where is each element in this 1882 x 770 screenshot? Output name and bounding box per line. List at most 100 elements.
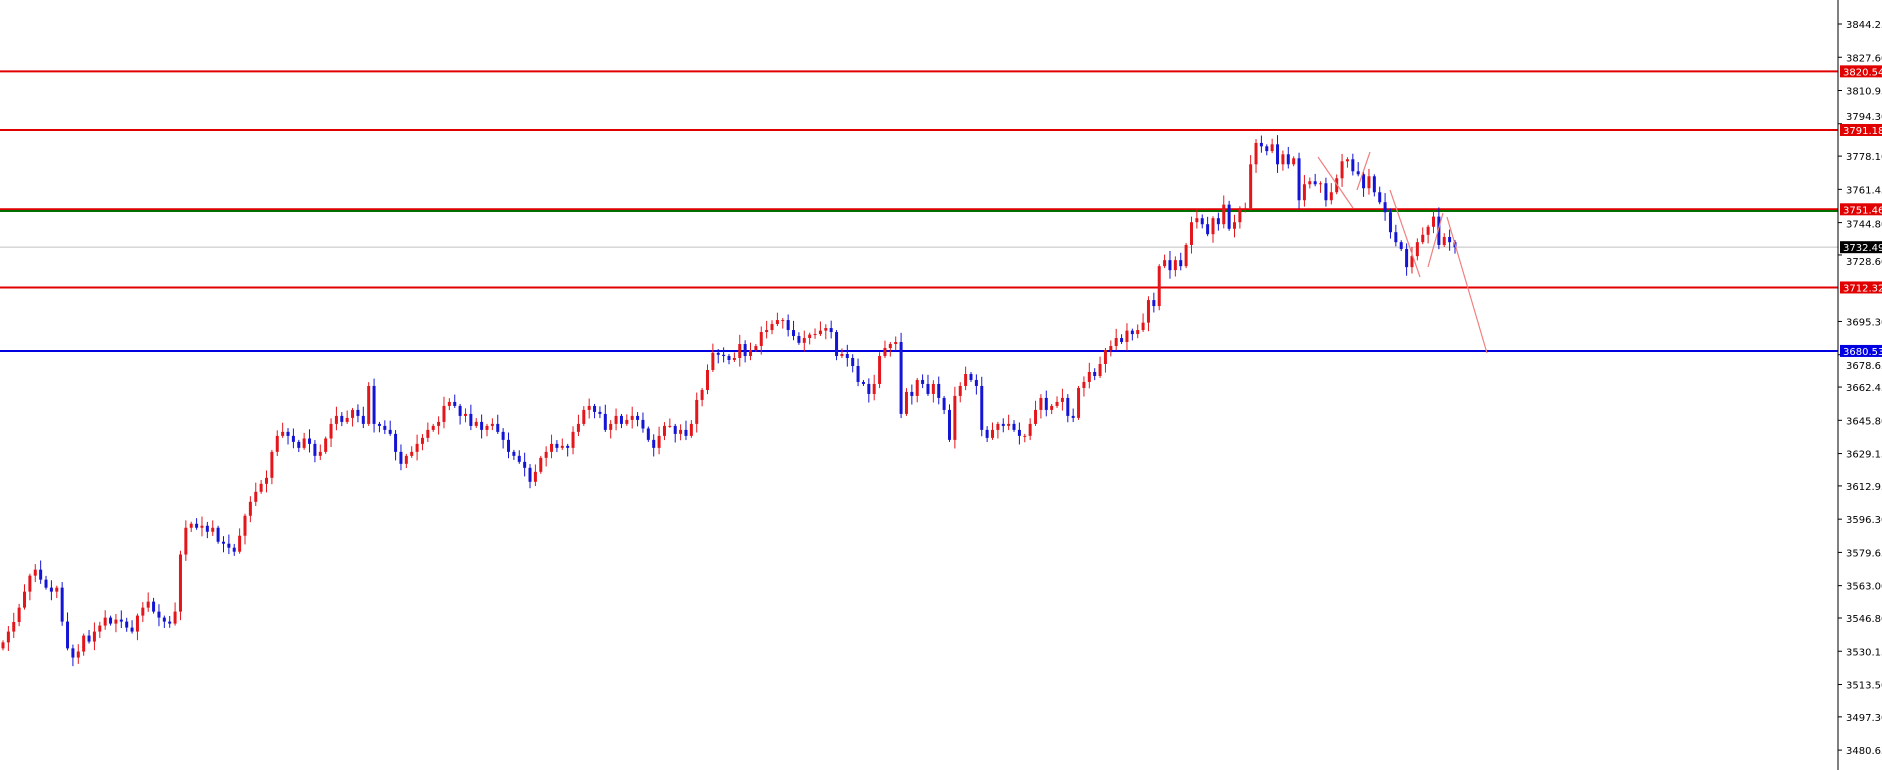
candle	[926, 374, 930, 396]
candle	[1394, 224, 1398, 247]
candle	[221, 536, 225, 553]
candle	[1292, 156, 1296, 167]
candle-body	[259, 483, 263, 492]
candle	[921, 374, 925, 389]
candle-body	[49, 587, 53, 592]
candle	[6, 625, 10, 651]
candle-body	[625, 419, 629, 424]
trend-line[interactable]	[1427, 212, 1444, 268]
candle-body	[340, 415, 344, 422]
tick-label: 3497.30	[1846, 713, 1882, 724]
candle-body	[1082, 381, 1086, 388]
candle-body	[1157, 266, 1161, 307]
candle-body	[1329, 192, 1333, 201]
candle-body	[453, 401, 457, 406]
candle	[1362, 170, 1366, 197]
candle	[679, 424, 683, 441]
candle-body	[544, 451, 548, 458]
trend-line[interactable]	[1356, 151, 1371, 191]
candle-body	[964, 373, 968, 386]
candle-body	[1351, 159, 1355, 172]
candle-body	[991, 429, 995, 438]
candle	[173, 602, 177, 626]
candle	[1012, 420, 1016, 432]
candle-body	[673, 425, 677, 434]
candle	[523, 452, 527, 477]
candle-body	[447, 401, 451, 406]
candle	[673, 423, 677, 443]
candle-body	[1345, 159, 1349, 162]
candle-body	[775, 320, 779, 325]
candle	[1238, 206, 1242, 229]
candle-body	[12, 622, 16, 632]
candle-body	[512, 451, 516, 456]
candle-body	[1146, 300, 1150, 323]
candle-body	[60, 587, 64, 622]
candle	[281, 422, 285, 438]
candle	[571, 426, 575, 455]
candle-body	[1410, 256, 1414, 268]
candle-body	[1415, 242, 1419, 257]
tick-label: 3844.25	[1846, 20, 1882, 31]
candle-body	[109, 617, 113, 624]
candle	[1345, 157, 1349, 168]
candle-body	[1367, 176, 1371, 189]
candle	[178, 550, 182, 621]
candle-body	[152, 601, 156, 612]
candle	[759, 326, 763, 355]
candle	[539, 455, 543, 474]
trend-line[interactable]	[1389, 189, 1421, 278]
candle-body	[781, 320, 785, 322]
candle	[625, 414, 629, 426]
candle	[1421, 227, 1425, 245]
candle	[953, 386, 957, 449]
tick-label: 3530.15	[1846, 647, 1882, 658]
candle-body	[205, 525, 209, 532]
candle-body	[765, 330, 769, 333]
candle-body	[1125, 330, 1129, 343]
candle-body	[141, 607, 145, 616]
candle	[996, 421, 1000, 439]
candle	[1130, 328, 1134, 341]
candle	[904, 388, 908, 416]
candle	[851, 354, 855, 373]
candle	[808, 332, 812, 345]
candle-body	[792, 330, 796, 337]
candle-body	[797, 336, 801, 343]
candle	[1302, 175, 1306, 207]
candle	[786, 314, 790, 337]
candle	[765, 320, 769, 339]
trend-line[interactable]	[1446, 216, 1488, 354]
candle	[614, 408, 618, 431]
candle	[872, 374, 876, 401]
candle	[415, 434, 419, 461]
candle	[404, 453, 408, 469]
candle-body	[770, 324, 774, 331]
candle	[356, 404, 360, 423]
candle	[291, 428, 295, 449]
candle-body	[1120, 338, 1124, 343]
candle	[195, 518, 199, 530]
candle-body	[1319, 183, 1323, 185]
candle-body	[119, 619, 123, 622]
candle	[297, 439, 301, 453]
trend-line[interactable]	[1317, 156, 1354, 209]
candle	[947, 404, 951, 442]
candle-body	[87, 635, 91, 642]
candle-body	[974, 379, 978, 386]
candle	[888, 342, 892, 357]
candle	[340, 412, 344, 427]
candle-body	[904, 391, 908, 414]
candle-body	[743, 344, 747, 357]
candle	[351, 407, 355, 427]
candle-body	[1313, 181, 1317, 185]
candle-body	[802, 338, 806, 343]
candle	[453, 394, 457, 408]
candle-body	[1103, 350, 1107, 364]
candle-body	[980, 385, 984, 430]
candle	[1082, 376, 1086, 397]
candle	[480, 414, 484, 439]
candle	[576, 414, 580, 437]
candle	[942, 395, 946, 415]
